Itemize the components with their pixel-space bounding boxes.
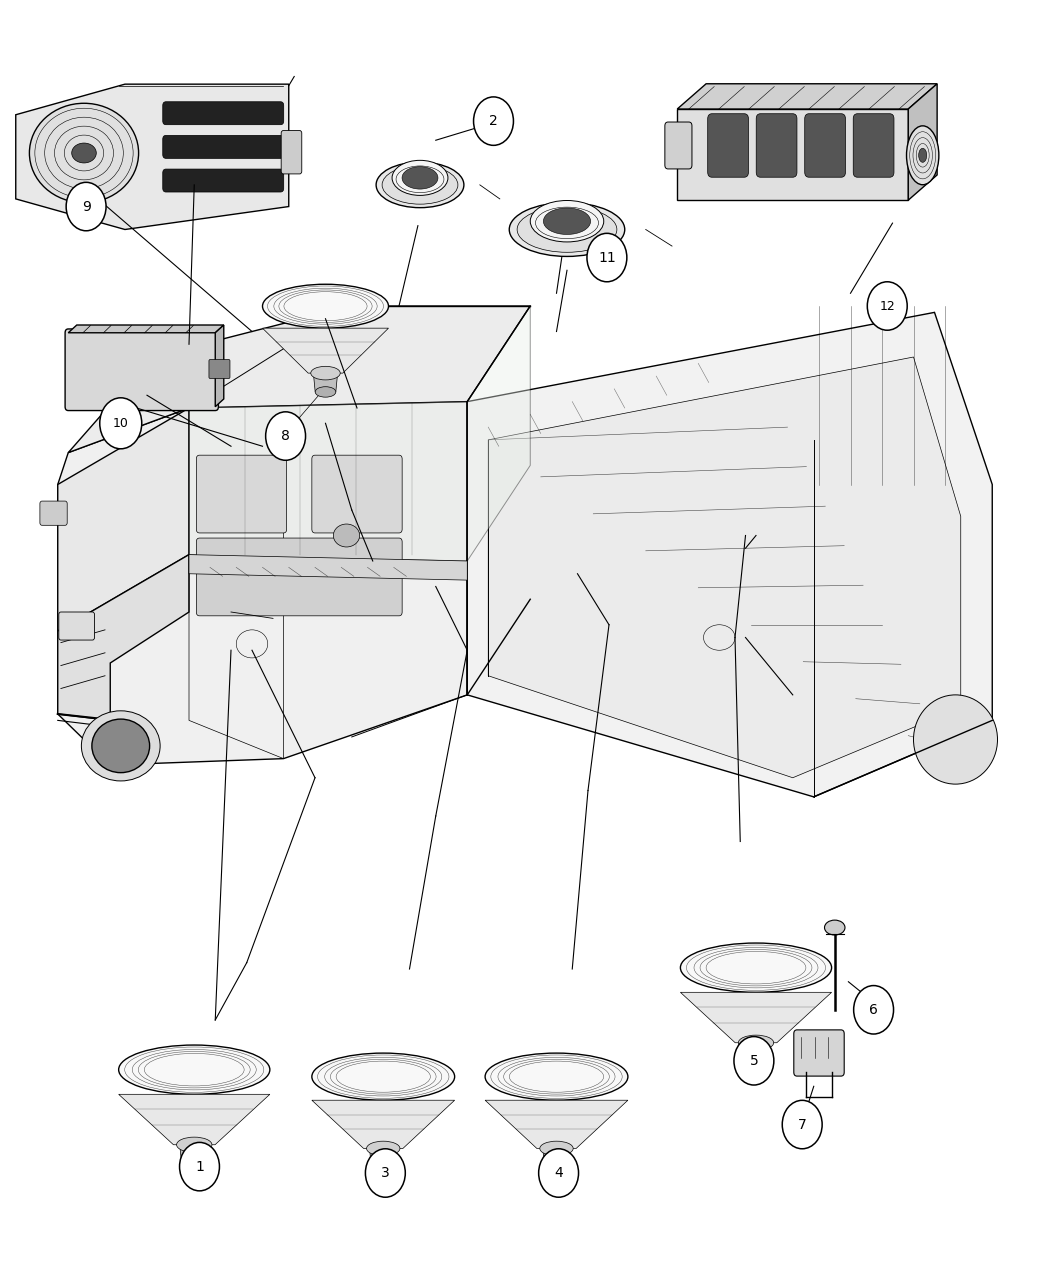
FancyBboxPatch shape [65,329,218,411]
FancyBboxPatch shape [854,113,894,177]
Ellipse shape [311,366,340,380]
Text: 3: 3 [381,1167,390,1179]
Ellipse shape [29,103,139,203]
Ellipse shape [738,1035,774,1051]
Polygon shape [467,312,992,797]
Polygon shape [677,84,937,110]
Polygon shape [68,325,224,333]
FancyBboxPatch shape [163,135,284,158]
Polygon shape [467,306,530,561]
FancyBboxPatch shape [665,122,692,170]
Text: 1: 1 [195,1160,204,1173]
FancyBboxPatch shape [209,360,230,379]
Polygon shape [543,1149,570,1169]
Polygon shape [488,357,961,778]
Circle shape [539,1149,579,1197]
Circle shape [867,282,907,330]
Ellipse shape [382,166,458,204]
Ellipse shape [262,284,388,328]
Circle shape [854,986,894,1034]
Polygon shape [58,555,189,720]
FancyBboxPatch shape [196,538,402,616]
Polygon shape [58,408,189,631]
Ellipse shape [71,143,97,163]
Ellipse shape [906,126,939,185]
FancyBboxPatch shape [312,455,402,533]
FancyBboxPatch shape [163,102,284,125]
Circle shape [365,1149,405,1197]
Circle shape [734,1037,774,1085]
Ellipse shape [530,200,604,242]
Text: 5: 5 [750,1054,758,1067]
Polygon shape [312,1100,455,1149]
Text: 6: 6 [869,1003,878,1016]
Ellipse shape [545,1163,568,1174]
Polygon shape [16,84,289,230]
Circle shape [266,412,306,460]
FancyBboxPatch shape [196,455,287,533]
Polygon shape [180,1145,209,1165]
Ellipse shape [540,1141,573,1155]
Text: 12: 12 [880,300,895,312]
FancyBboxPatch shape [163,170,284,193]
FancyBboxPatch shape [40,501,67,525]
FancyBboxPatch shape [281,130,301,173]
Ellipse shape [743,1058,769,1070]
Polygon shape [677,110,908,200]
Text: 11: 11 [598,251,615,264]
Ellipse shape [92,719,149,773]
Ellipse shape [392,161,448,195]
Ellipse shape [680,944,832,992]
Polygon shape [741,1043,771,1063]
FancyBboxPatch shape [708,113,749,177]
Circle shape [587,233,627,282]
Ellipse shape [509,203,625,256]
Polygon shape [313,374,338,391]
Ellipse shape [176,1137,212,1153]
Circle shape [100,398,142,449]
Ellipse shape [119,1046,270,1094]
FancyBboxPatch shape [756,113,797,177]
Ellipse shape [376,162,464,208]
Polygon shape [370,1149,397,1169]
Text: 4: 4 [554,1167,563,1179]
Ellipse shape [919,148,927,162]
Ellipse shape [517,207,617,252]
Polygon shape [58,402,467,765]
Ellipse shape [366,1141,400,1155]
Circle shape [782,1100,822,1149]
FancyBboxPatch shape [804,113,845,177]
Ellipse shape [315,386,336,398]
Ellipse shape [372,1163,395,1174]
Ellipse shape [544,208,590,235]
Ellipse shape [824,921,845,935]
Circle shape [66,182,106,231]
Text: 10: 10 [112,417,129,430]
Circle shape [474,97,513,145]
Ellipse shape [82,711,160,780]
Polygon shape [119,1094,270,1145]
Ellipse shape [485,1053,628,1100]
Ellipse shape [334,524,359,547]
Polygon shape [262,328,388,374]
Text: 7: 7 [798,1118,806,1131]
Polygon shape [215,325,224,407]
FancyBboxPatch shape [59,612,94,640]
Text: 8: 8 [281,430,290,442]
Polygon shape [68,306,530,453]
Circle shape [180,1142,219,1191]
FancyBboxPatch shape [794,1030,844,1076]
Text: 2: 2 [489,115,498,128]
Ellipse shape [312,1053,455,1100]
Polygon shape [189,402,467,561]
Polygon shape [908,84,937,200]
Polygon shape [680,992,832,1043]
Polygon shape [189,555,467,580]
Ellipse shape [402,167,438,189]
Polygon shape [485,1100,628,1149]
Text: 9: 9 [82,200,90,213]
Ellipse shape [914,695,998,784]
Ellipse shape [182,1160,207,1172]
